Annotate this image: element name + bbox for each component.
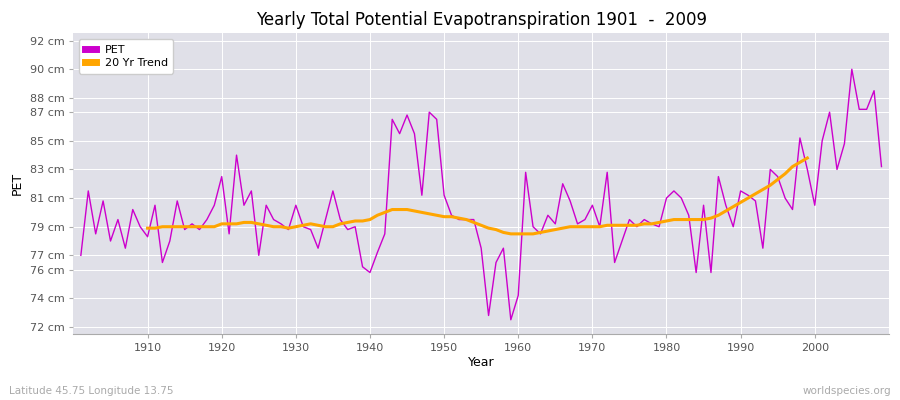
20 Yr Trend (609, 223, 620, 228)
20 Yr Trend (342, 220, 353, 225)
PET (76, 253, 86, 258)
PET (506, 317, 517, 322)
Text: Latitude 45.75 Longitude 13.75: Latitude 45.75 Longitude 13.75 (9, 386, 174, 396)
PET (513, 293, 524, 298)
20 Yr Trend (506, 232, 517, 236)
PET (876, 164, 886, 169)
20 Yr Trend (698, 217, 709, 222)
PET (609, 260, 620, 265)
Y-axis label: PET: PET (11, 172, 24, 195)
20 Yr Trend (231, 222, 242, 226)
20 Yr Trend (802, 156, 813, 160)
PET (298, 224, 309, 229)
Text: worldspecies.org: worldspecies.org (803, 386, 891, 396)
20 Yr Trend (142, 226, 153, 230)
PET (520, 170, 531, 175)
20 Yr Trend (713, 213, 724, 218)
Line: PET: PET (81, 69, 881, 320)
X-axis label: Year: Year (468, 356, 494, 369)
Legend: PET, 20 Yr Trend: PET, 20 Yr Trend (79, 39, 173, 74)
20 Yr Trend (779, 171, 790, 176)
PET (342, 227, 353, 232)
Title: Yearly Total Potential Evapotranspiration 1901  -  2009: Yearly Total Potential Evapotranspiratio… (256, 11, 706, 29)
PET (135, 224, 146, 229)
Line: 20 Yr Trend: 20 Yr Trend (148, 158, 807, 234)
PET (846, 67, 857, 72)
